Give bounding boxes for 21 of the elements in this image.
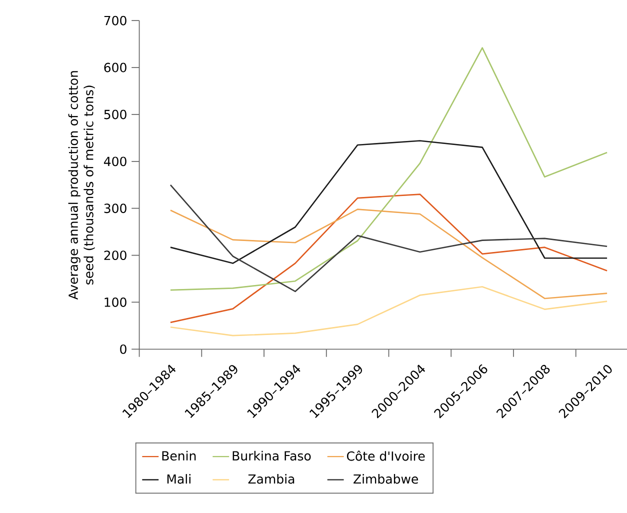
y-tick-label: 200 [104, 250, 126, 260]
y-tick-label: 0 [120, 344, 126, 354]
legend-label: Zimbabwe [354, 474, 418, 484]
legend-label: Mali [167, 474, 190, 484]
legend-label: Côte d'Ivoire [346, 450, 425, 461]
line-series [170, 208, 608, 300]
line-series [170, 184, 608, 292]
line-series [170, 194, 608, 324]
y-tick-label: 100 [104, 298, 126, 308]
y-tick-label: 600 [104, 62, 126, 72]
line-series [170, 286, 608, 336]
y-tick-label: 400 [104, 156, 126, 166]
y-tick-label: 500 [104, 110, 126, 120]
legend-label: Benin [162, 451, 196, 461]
y-axis-title: Average annual production of cotton seed (thousands of metric tons) [68, 71, 95, 300]
y-tick-label: 300 [104, 204, 126, 214]
line-series [170, 140, 608, 264]
y-tick-label: 700 [104, 16, 126, 26]
line-series [170, 47, 608, 291]
legend-label: Zambia [248, 474, 294, 484]
legend-label: Burkina Faso [232, 451, 311, 461]
